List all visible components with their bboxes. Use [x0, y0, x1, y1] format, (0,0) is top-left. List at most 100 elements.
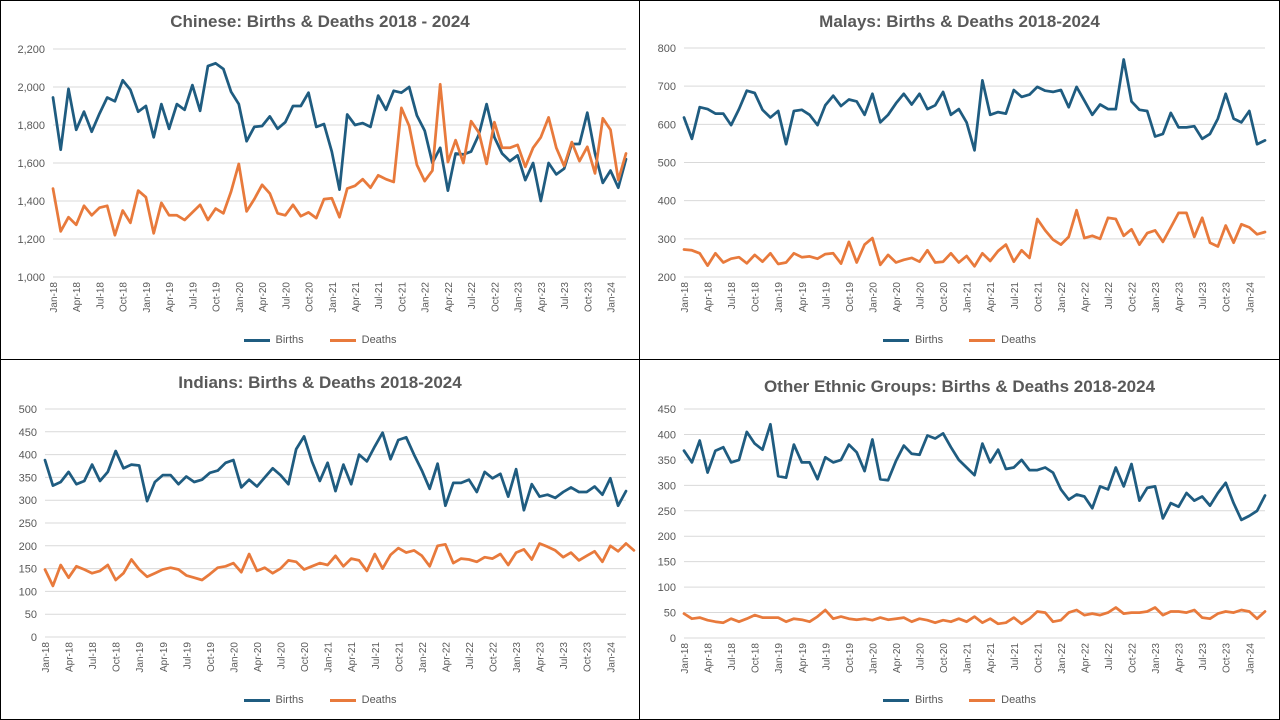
- x-tick-label: Oct-21: [1033, 643, 1044, 673]
- x-tick-label: Jan-24: [1245, 282, 1256, 313]
- y-tick-label: 100: [658, 582, 676, 594]
- births-series-line: [682, 422, 1267, 522]
- x-tick-label: Jul-21: [1010, 282, 1021, 310]
- chart-panel-malays: Malays: Births & Deaths 2018-2024 200 300…: [639, 0, 1280, 360]
- y-tick-label: 1,600: [17, 158, 45, 170]
- y-tick-label: 500: [19, 404, 37, 416]
- births-swatch: [883, 698, 909, 702]
- x-tick-label: Jul-23: [1198, 282, 1209, 310]
- y-tick-label: 250: [19, 518, 37, 530]
- x-tick-label: Oct-18: [119, 282, 130, 312]
- chart-title: Chinese: Births & Deaths 2018 - 2024: [170, 12, 470, 31]
- chart-plot: 200 300 400 500 600 700 800 Jan-18 Apr-18 Jul-18 O…: [658, 43, 1267, 313]
- x-tick-label: Jan-23: [1151, 643, 1162, 674]
- x-tick-label: Jul-21: [1010, 643, 1021, 671]
- y-tick-label: 150: [658, 557, 676, 569]
- chart-legend: Births Deaths: [640, 334, 1279, 346]
- x-tick-label: Oct-22: [1128, 282, 1139, 312]
- y-tick-label: 0: [31, 632, 37, 644]
- x-tick-label: Jul-20: [277, 642, 288, 670]
- x-tick-label: Oct-23: [1222, 643, 1233, 673]
- x-tick-label: Jan-21: [963, 282, 974, 313]
- x-tick-label: Apr-20: [892, 282, 903, 312]
- x-tick-label: Apr-21: [986, 282, 997, 312]
- x-tick-label: Oct-18: [112, 642, 123, 672]
- x-tick-label: Apr-22: [1080, 282, 1091, 312]
- y-tick-label: 2,200: [17, 44, 45, 56]
- x-tick-label: Jan-18: [680, 643, 691, 674]
- deaths-series-line: [682, 606, 1267, 626]
- x-tick-label: Apr-20: [258, 282, 269, 312]
- x-tick-label: Jul-22: [467, 282, 478, 310]
- chart-plot: 0 50 100 150 200 250 300 350 400 450 Jan-18 Apr-18 J…: [658, 404, 1267, 674]
- x-tick-label: Jul-20: [281, 282, 292, 310]
- x-tick-label: Jan-19: [142, 282, 153, 313]
- x-tick-label: Apr-21: [347, 642, 358, 672]
- x-tick-label: Apr-23: [537, 282, 548, 312]
- x-tick-label: Oct-20: [939, 643, 950, 673]
- x-tick-label: Apr-23: [536, 642, 547, 672]
- x-tick-label: Jul-23: [1198, 643, 1209, 671]
- births-swatch: [243, 338, 270, 342]
- x-tick-label: Jul-19: [188, 282, 199, 310]
- x-tick-label: Jul-18: [727, 282, 738, 310]
- legend-births: Births: [243, 334, 304, 346]
- x-tick-label: Apr-18: [704, 282, 715, 312]
- y-tick-label: 800: [658, 43, 676, 55]
- x-tick-label: Oct-18: [751, 643, 762, 673]
- y-tick-label: 400: [658, 429, 676, 441]
- y-tick-label: 1,800: [17, 120, 45, 132]
- y-tick-label: 250: [658, 506, 676, 518]
- deaths-swatch: [329, 698, 356, 702]
- x-tick-label: Jan-19: [774, 643, 785, 674]
- x-tick-label: Apr-19: [165, 282, 176, 312]
- legend-deaths-label: Deaths: [361, 694, 397, 706]
- x-tick-label: Apr-21: [351, 282, 362, 312]
- x-tick-label: Jul-20: [916, 643, 927, 671]
- x-tick-label: Oct-23: [1222, 282, 1233, 312]
- y-tick-label: 1,200: [17, 234, 45, 246]
- x-tick-label: Oct-20: [305, 282, 316, 312]
- y-tick-label: 100: [19, 586, 37, 598]
- x-tick-label: Jan-20: [868, 643, 879, 674]
- x-tick-label: Jul-18: [727, 643, 738, 671]
- legend-births: Births: [883, 694, 943, 706]
- chart-title: Malays: Births & Deaths 2018-2024: [819, 12, 1100, 31]
- x-tick-label: Jul-18: [95, 282, 106, 310]
- x-tick-label: Jan-22: [1057, 643, 1068, 674]
- x-tick-label: Jan-21: [328, 282, 339, 313]
- x-tick-label: Jan-18: [49, 282, 60, 313]
- legend-deaths-label: Deaths: [1001, 694, 1036, 706]
- deaths-swatch: [969, 338, 996, 342]
- x-tick-label: Oct-19: [206, 642, 217, 672]
- y-tick-label: 400: [658, 196, 676, 208]
- legend-births-label: Births: [915, 334, 944, 346]
- x-tick-label: Jul-23: [560, 282, 571, 310]
- x-tick-label: Apr-22: [1080, 643, 1091, 673]
- x-tick-label: Jan-20: [229, 642, 240, 673]
- y-tick-label: 300: [19, 495, 37, 507]
- x-tick-label: Oct-22: [1128, 643, 1139, 673]
- x-tick-label: Jan-19: [774, 282, 785, 313]
- x-tick-label: Jan-18: [41, 642, 52, 673]
- x-tick-label: Jan-22: [421, 282, 432, 313]
- x-tick-label: Apr-19: [798, 282, 809, 312]
- x-tick-label: Apr-22: [441, 642, 452, 672]
- x-tick-label: Apr-20: [253, 642, 264, 672]
- y-tick-label: 50: [664, 608, 676, 620]
- x-tick-label: Jul-21: [374, 282, 385, 310]
- x-tick-label: Apr-18: [704, 643, 715, 673]
- x-tick-label: Oct-20: [300, 642, 311, 672]
- legend-births-label: Births: [275, 334, 304, 346]
- y-tick-label: 150: [19, 564, 37, 576]
- deaths-series-line: [51, 82, 628, 237]
- x-tick-label: Jan-21: [963, 643, 974, 674]
- x-tick-label: Jan-23: [514, 282, 525, 313]
- legend-deaths-label: Deaths: [361, 334, 397, 346]
- x-tick-label: Jul-19: [182, 642, 193, 670]
- x-tick-label: Jul-18: [88, 642, 99, 670]
- y-tick-label: 1,000: [17, 272, 45, 284]
- x-tick-label: Jan-20: [868, 282, 879, 313]
- x-tick-label: Jan-22: [1057, 282, 1068, 313]
